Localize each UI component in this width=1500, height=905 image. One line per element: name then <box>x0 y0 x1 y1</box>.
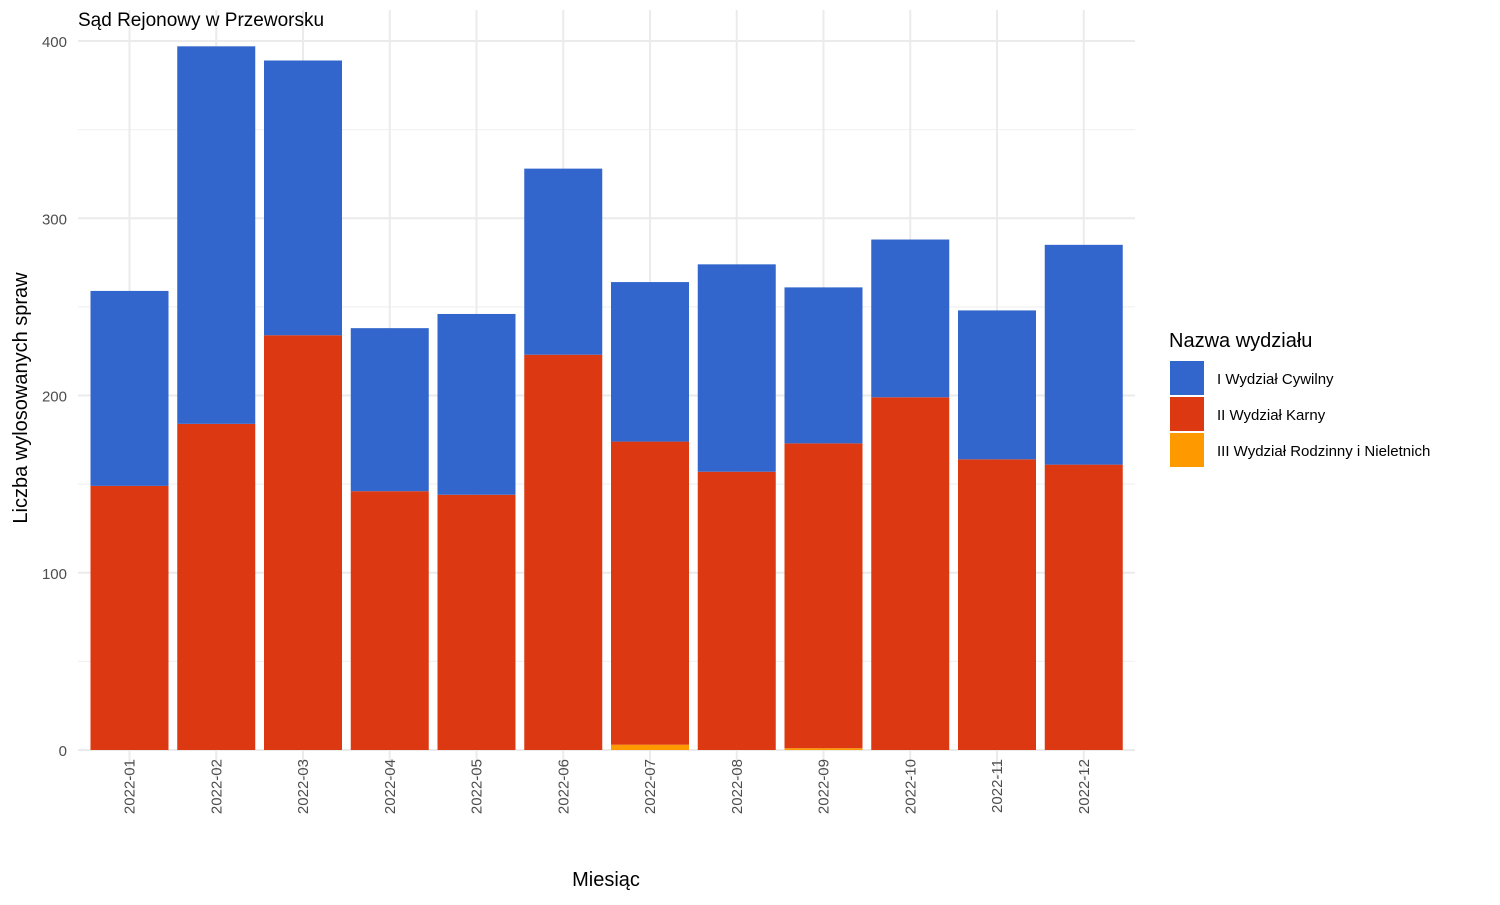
bar-segment <box>871 397 950 750</box>
x-tick-label: 2022-07 <box>642 759 659 814</box>
bar-segment <box>784 748 863 750</box>
bar-segment <box>611 441 689 745</box>
bar-segment <box>697 264 776 472</box>
y-tick-label: 0 <box>59 743 67 760</box>
y-tick-label: 300 <box>42 211 67 228</box>
legend: Nazwa wydziału I Wydział Cywilny II Wydzi… <box>1169 330 1430 467</box>
y-tick-label: 100 <box>42 566 67 583</box>
bar-segment <box>611 282 689 442</box>
bar-segment <box>611 744 689 750</box>
legend-title: Nazwa wydziału <box>1169 330 1312 352</box>
bar-segment <box>350 491 429 750</box>
bar-segment <box>958 310 1036 460</box>
legend-swatch <box>1170 397 1204 431</box>
x-axis-ticks: 2022-01 2022-02 2022-03 2022-04 2022-05 2022-… <box>122 759 1093 814</box>
y-axis-title: Liczba wylosowanych spraw <box>10 272 32 524</box>
bar-segment <box>264 60 342 336</box>
x-tick-label: 2022-12 <box>1076 759 1093 814</box>
x-tick-label: 2022-02 <box>208 759 225 814</box>
y-axis-ticks: 0 100 200 300 400 <box>42 34 67 760</box>
x-tick-label: 2022-11 <box>989 759 1006 813</box>
legend-label: III Wydział Rodzinny i Nieletnich <box>1217 443 1430 460</box>
bar-segment <box>871 239 950 398</box>
bar-segment <box>177 423 256 750</box>
bar-segment <box>784 443 863 749</box>
legend-swatch <box>1170 433 1204 467</box>
bar-segment <box>524 354 603 750</box>
bar-segment <box>437 494 516 750</box>
x-axis-title: Miesiąc <box>572 869 640 891</box>
bar-segment <box>437 313 516 495</box>
x-tick-label: 2022-09 <box>816 759 833 814</box>
bar-segment <box>177 46 256 424</box>
bar-segment <box>524 168 603 355</box>
bar-segment <box>90 290 169 486</box>
x-tick-label: 2022-04 <box>382 759 399 814</box>
x-tick-label: 2022-05 <box>469 759 486 814</box>
legend-label: I Wydział Cywilny <box>1217 371 1334 388</box>
x-tick-label: 2022-01 <box>122 759 139 814</box>
legend-label: II Wydział Karny <box>1217 407 1326 424</box>
x-tick-label: 2022-10 <box>902 759 919 814</box>
bar-segment <box>90 485 169 750</box>
y-tick-label: 200 <box>42 389 67 406</box>
x-tick-label: 2022-06 <box>555 759 572 814</box>
x-tick-label: 2022-08 <box>729 759 746 814</box>
bar-segment <box>958 459 1036 750</box>
legend-swatch <box>1170 361 1204 395</box>
x-tick-label: 2022-03 <box>295 759 312 814</box>
bar-segment <box>1044 244 1123 465</box>
y-tick-label: 400 <box>42 34 67 51</box>
legend-items: I Wydział Cywilny II Wydział Karny III Wyd… <box>1170 361 1430 467</box>
chart-title: Sąd Rejonowy w Przeworsku <box>78 10 324 31</box>
bar-segment <box>697 471 776 750</box>
bar-segment <box>784 287 863 444</box>
bar-segment <box>264 335 342 750</box>
bars <box>90 46 1123 750</box>
bar-segment <box>1044 464 1123 750</box>
bar-segment <box>350 328 429 492</box>
